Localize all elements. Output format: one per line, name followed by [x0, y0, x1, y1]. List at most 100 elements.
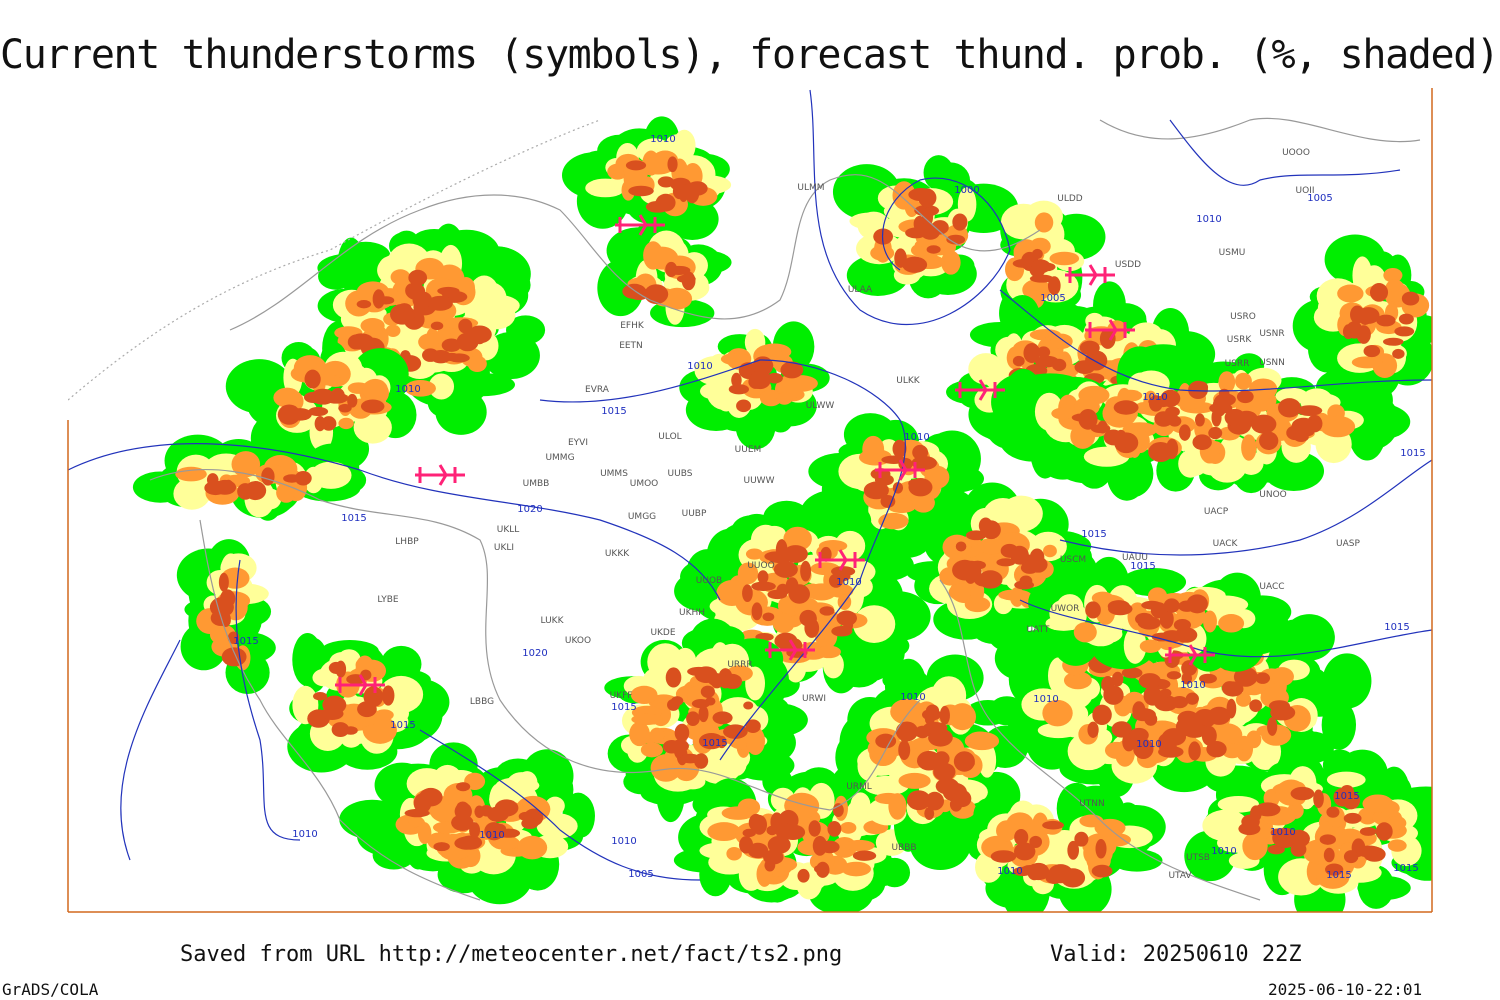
station-label: UUWW — [744, 476, 775, 486]
shade-cell — [766, 372, 783, 384]
isobar-label: 1015 — [341, 513, 366, 524]
shade-cell — [1319, 834, 1336, 845]
shade-cell — [1290, 786, 1315, 801]
shade-cell — [952, 213, 968, 231]
shade-cell — [1270, 828, 1286, 837]
shade-cell — [312, 668, 337, 687]
shade-cell — [442, 352, 461, 362]
shade-cell — [742, 828, 756, 838]
source-url: Saved from URL http://meteocenter.net/fa… — [180, 942, 842, 967]
shade-cell — [1012, 355, 1025, 367]
shade-cell — [1063, 671, 1092, 690]
shade-cell — [955, 759, 975, 768]
station-label: URRR — [727, 660, 752, 670]
shade-cell — [1224, 408, 1246, 427]
station-label: UUOO — [747, 561, 774, 571]
shade-cell — [353, 411, 392, 444]
shade-cell — [773, 561, 798, 578]
isobar-label: 1010 — [997, 866, 1022, 877]
shade-cell — [1174, 627, 1198, 643]
shade-cell — [799, 609, 817, 627]
station-label: LBBG — [470, 697, 494, 707]
shade-cell — [1401, 291, 1420, 306]
shade-cell — [1343, 850, 1359, 864]
shade-cell — [310, 461, 352, 489]
shade-cell — [380, 645, 422, 683]
shade-cell — [981, 520, 1001, 540]
shade-cell — [873, 228, 894, 245]
shade-cell — [1157, 732, 1177, 754]
station-label: UUBP — [682, 509, 707, 519]
shade-cell — [536, 813, 578, 840]
shade-cell — [1188, 741, 1201, 761]
shade-cell — [721, 806, 755, 820]
isobar-label: 1010 — [479, 830, 504, 841]
shade-cell — [973, 573, 997, 587]
shade-cell — [808, 820, 821, 837]
isobar-label: 1010 — [836, 577, 861, 588]
shade-cell — [767, 835, 791, 854]
shade-cell — [649, 727, 665, 744]
station-label: LHBP — [395, 537, 419, 547]
shade-cell — [914, 725, 931, 739]
station-label: UMMG — [545, 453, 574, 463]
shade-cell — [747, 842, 769, 859]
station-label: EFHK — [620, 321, 645, 331]
shade-cell — [990, 850, 1017, 863]
shade-cell — [892, 439, 907, 458]
isobar-label: 1005 — [1307, 193, 1332, 204]
shade-cell — [1394, 326, 1415, 337]
isobar-label: 1015 — [1334, 791, 1359, 802]
shade-cell — [1238, 822, 1261, 836]
shade-cell — [1369, 282, 1389, 302]
shade-cell — [1067, 604, 1087, 628]
storm-symbol — [1085, 319, 1135, 341]
shade-cell — [441, 338, 462, 352]
shade-cell — [625, 160, 647, 171]
shade-cell — [1154, 411, 1174, 427]
shade-cell — [850, 792, 871, 818]
station-label: ULAA — [848, 285, 873, 295]
shade-cell — [1208, 426, 1223, 440]
shade-cell — [1250, 414, 1277, 434]
valid-time: Valid: 20250610 22Z — [1050, 942, 1302, 967]
software-credit: GrADS/COLA — [2, 980, 99, 999]
isobar-label: 1005 — [628, 869, 653, 880]
shade-cell — [356, 299, 372, 309]
shade-cell — [1029, 548, 1045, 566]
station-label: UKLI — [494, 543, 514, 553]
storm-symbol — [615, 214, 665, 236]
shade-cell — [1235, 372, 1252, 390]
shade-cell — [875, 733, 897, 749]
shade-cell — [939, 705, 950, 725]
station-label: LYBE — [377, 595, 398, 605]
isobar-label: 1015 — [1384, 622, 1409, 633]
shade-cell — [1376, 314, 1396, 327]
shade-cell — [1323, 847, 1335, 863]
shade-cell — [1042, 699, 1073, 727]
shade-cell — [227, 631, 240, 644]
shade-cell — [1211, 408, 1222, 427]
shade-cell — [726, 846, 742, 861]
shade-cell — [852, 605, 896, 643]
shade-cell — [1175, 763, 1209, 790]
shade-cell — [694, 753, 709, 769]
shade-cell — [705, 696, 716, 706]
shade-cell — [320, 707, 344, 721]
shade-cell — [748, 813, 764, 832]
shade-cell — [1210, 723, 1243, 747]
shade-cell — [1375, 822, 1393, 841]
shade-cell — [942, 782, 967, 802]
station-label: USMU — [1219, 248, 1246, 258]
shade-cell — [698, 705, 709, 723]
station-label: USDD — [1115, 260, 1141, 270]
shade-cell — [1103, 685, 1124, 705]
shade-cell — [221, 647, 247, 667]
station-label: UOOO — [1282, 148, 1310, 158]
shade-cell — [816, 861, 830, 878]
isobar-label: 1015 — [702, 738, 727, 749]
shade-cell — [841, 861, 872, 877]
shade-cell — [996, 558, 1016, 567]
shade-cell — [694, 666, 718, 684]
